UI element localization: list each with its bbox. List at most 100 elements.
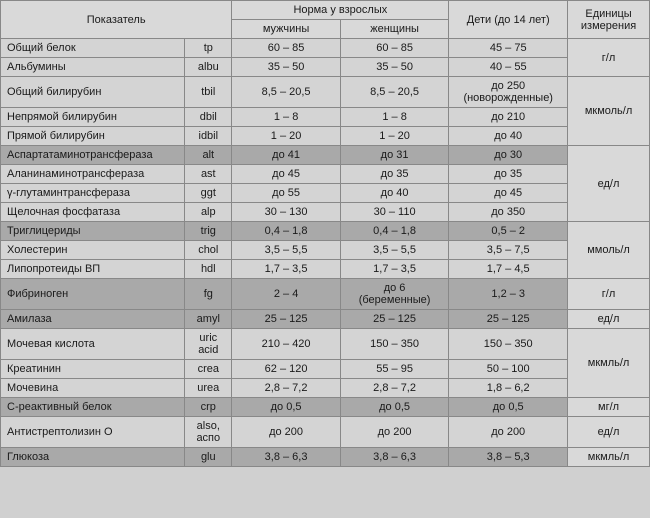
unit-cell: мкмоль/л xyxy=(568,77,650,146)
unit-cell: ед/л xyxy=(568,417,650,448)
value-kids: 25 – 125 xyxy=(449,310,568,329)
value-women: 30 – 110 xyxy=(340,203,449,222)
table-row: Липопротеиды ВПhdl1,7 – 3,51,7 – 3,51,7 … xyxy=(1,260,650,279)
param-name: Прямой билирубин xyxy=(1,127,185,146)
param-code: fg xyxy=(185,279,232,310)
value-kids: до 250 (новорожденные) xyxy=(449,77,568,108)
value-men: 1 – 8 xyxy=(232,108,341,127)
param-code: idbil xyxy=(185,127,232,146)
value-kids: до 40 xyxy=(449,127,568,146)
value-men: 2 – 4 xyxy=(232,279,341,310)
value-kids: 1,2 – 3 xyxy=(449,279,568,310)
value-kids: 1,7 – 4,5 xyxy=(449,260,568,279)
value-women: до 200 xyxy=(340,417,449,448)
value-kids: до 30 xyxy=(449,146,568,165)
table-row: Прямой билирубинidbil1 – 201 – 20до 40 xyxy=(1,127,650,146)
value-kids: 50 – 100 xyxy=(449,360,568,379)
unit-cell: мкмль/л xyxy=(568,329,650,398)
value-kids: до 0,5 xyxy=(449,398,568,417)
unit-cell: ед/л xyxy=(568,146,650,222)
table-row: Фибриногенfg2 – 4до 6 (беременные)1,2 – … xyxy=(1,279,650,310)
value-kids: 40 – 55 xyxy=(449,58,568,77)
table-row: Мочевинаurea2,8 – 7,22,8 – 7,21,8 – 6,2 xyxy=(1,379,650,398)
param-name: Аспартатаминотрансфераза xyxy=(1,146,185,165)
table-row: Щелочная фосфатазаalp30 – 13030 – 110до … xyxy=(1,203,650,222)
value-kids: до 210 xyxy=(449,108,568,127)
table-row: Амилазаamyl25 – 12525 – 12525 – 125ед/л xyxy=(1,310,650,329)
value-women: 60 – 85 xyxy=(340,39,449,58)
table-row: Антистрептолизин Оalso, aсподо 200до 200… xyxy=(1,417,650,448)
param-name: Общий билирубин xyxy=(1,77,185,108)
param-code: albu xyxy=(185,58,232,77)
param-name: Амилаза xyxy=(1,310,185,329)
value-women: 0,4 – 1,8 xyxy=(340,222,449,241)
value-kids: 3,5 – 7,5 xyxy=(449,241,568,260)
table-row: Альбуминыalbu35 – 5035 – 5040 – 55 xyxy=(1,58,650,77)
value-women: 1 – 20 xyxy=(340,127,449,146)
value-women: до 0,5 xyxy=(340,398,449,417)
table-row: Триглицеридыtrig0,4 – 1,80,4 – 1,80,5 – … xyxy=(1,222,650,241)
value-men: 2,8 – 7,2 xyxy=(232,379,341,398)
param-name: Аланинаминотрансфераза xyxy=(1,165,185,184)
value-women: 150 – 350 xyxy=(340,329,449,360)
value-men: 3,5 – 5,5 xyxy=(232,241,341,260)
table-row: γ-глутаминтрансферазаggtдо 55до 40до 45 xyxy=(1,184,650,203)
param-name: Альбумины xyxy=(1,58,185,77)
unit-cell: мг/л xyxy=(568,398,650,417)
value-men: 25 – 125 xyxy=(232,310,341,329)
param-code: tp xyxy=(185,39,232,58)
value-men: до 200 xyxy=(232,417,341,448)
value-women: 35 – 50 xyxy=(340,58,449,77)
param-code: hdl xyxy=(185,260,232,279)
value-kids: 1,8 – 6,2 xyxy=(449,379,568,398)
header-women: женщины xyxy=(340,20,449,39)
value-men: до 0,5 xyxy=(232,398,341,417)
param-code: crea xyxy=(185,360,232,379)
value-men: до 45 xyxy=(232,165,341,184)
value-men: 30 – 130 xyxy=(232,203,341,222)
table-row: Глюкозаglu3,8 – 6,33,8 – 6,33,8 – 5,3мкм… xyxy=(1,448,650,467)
unit-cell: ммоль/л xyxy=(568,222,650,279)
table-row: Холестеринchol3,5 – 5,53,5 – 5,53,5 – 7,… xyxy=(1,241,650,260)
value-men: 1 – 20 xyxy=(232,127,341,146)
value-women: до 6 (беременные) xyxy=(340,279,449,310)
param-code: alt xyxy=(185,146,232,165)
header-pokazatel: Показатель xyxy=(1,1,232,39)
value-kids: до 350 xyxy=(449,203,568,222)
param-name: Фибриноген xyxy=(1,279,185,310)
value-women: 55 – 95 xyxy=(340,360,449,379)
param-code: urea xyxy=(185,379,232,398)
table-row: Мочевая кислотаuric acid210 – 420150 – 3… xyxy=(1,329,650,360)
value-women: 3,5 – 5,5 xyxy=(340,241,449,260)
param-name: С-реактивный белок xyxy=(1,398,185,417)
value-men: 210 – 420 xyxy=(232,329,341,360)
param-name: γ-глутаминтрансфераза xyxy=(1,184,185,203)
param-name: Мочевина xyxy=(1,379,185,398)
table-row: Креатининcrea62 – 12055 – 9550 – 100 xyxy=(1,360,650,379)
header-units: Единицы измерения xyxy=(568,1,650,39)
param-name: Щелочная фосфатаза xyxy=(1,203,185,222)
reference-table: Показатель Норма у взрослых Дети (до 14 … xyxy=(0,0,650,467)
param-code: chol xyxy=(185,241,232,260)
param-name: Непрямой билирубин xyxy=(1,108,185,127)
unit-cell: г/л xyxy=(568,39,650,77)
value-women: 2,8 – 7,2 xyxy=(340,379,449,398)
table-row: Непрямой билирубинdbil1 – 81 – 8до 210 xyxy=(1,108,650,127)
value-kids: 45 – 75 xyxy=(449,39,568,58)
param-code: dbil xyxy=(185,108,232,127)
value-women: 8,5 – 20,5 xyxy=(340,77,449,108)
unit-cell: ед/л xyxy=(568,310,650,329)
header-kids: Дети (до 14 лет) xyxy=(449,1,568,39)
value-men: 60 – 85 xyxy=(232,39,341,58)
value-women: 1 – 8 xyxy=(340,108,449,127)
param-code: amyl xyxy=(185,310,232,329)
param-name: Мочевая кислота xyxy=(1,329,185,360)
param-name: Глюкоза xyxy=(1,448,185,467)
param-code: ast xyxy=(185,165,232,184)
table-row: Общий билирубинtbil8,5 – 20,58,5 – 20,5д… xyxy=(1,77,650,108)
param-name: Креатинин xyxy=(1,360,185,379)
param-name: Антистрептолизин О xyxy=(1,417,185,448)
value-kids: до 35 xyxy=(449,165,568,184)
value-women: 25 – 125 xyxy=(340,310,449,329)
param-name: Холестерин xyxy=(1,241,185,260)
